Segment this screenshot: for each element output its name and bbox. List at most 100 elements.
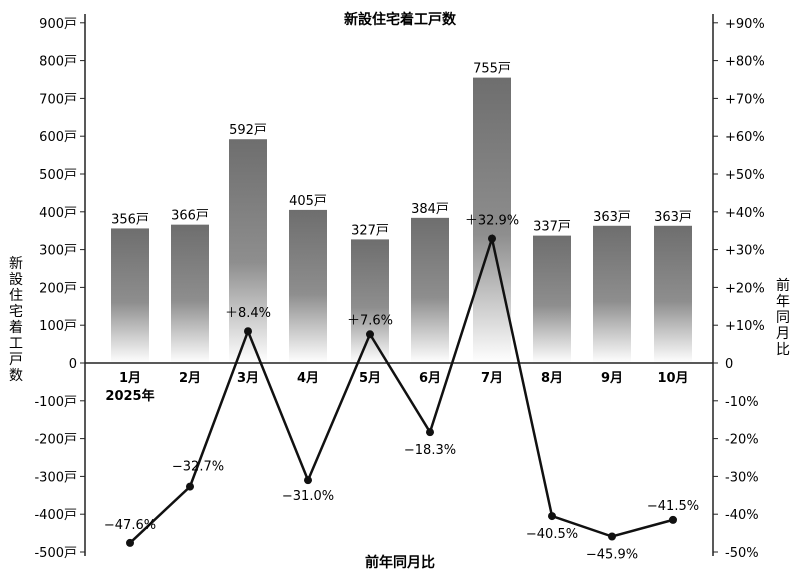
axis-label-char: 宅 <box>9 304 23 320</box>
y-axis-label-left: 新設住宅着工戸数 <box>9 256 23 384</box>
x-tick-label: 8月 <box>541 371 563 386</box>
bar-value-label: 592戸 <box>229 123 267 138</box>
x-tick-label: 2月 <box>179 371 201 386</box>
yoy-point <box>244 327 252 336</box>
x-year-label: 2025年 <box>105 388 154 404</box>
yoy-point <box>669 515 677 524</box>
y-tick-label-left: 300戸 <box>39 244 77 259</box>
bar-value-label: 327戸 <box>351 223 389 238</box>
axis-label-char: 同 <box>776 310 790 326</box>
yoy-value-label: −18.3% <box>404 443 456 458</box>
y-tick-label-left: 800戸 <box>39 55 77 70</box>
y-tick-label-right: +80% <box>725 55 765 70</box>
bar-5月 <box>351 239 389 363</box>
x-tick-label: 10月 <box>657 371 688 386</box>
bar-10月 <box>654 225 692 363</box>
yoy-point <box>608 532 616 541</box>
y-tick-label-left: 600戸 <box>39 130 77 145</box>
y-tick-label-right: -20% <box>725 433 759 448</box>
yoy-value-label: −47.6% <box>104 518 156 533</box>
yoy-value-label: −31.0% <box>282 489 334 504</box>
yoy-point <box>186 482 194 491</box>
bar-value-label: 363戸 <box>654 210 692 225</box>
x-tick-label: 6月 <box>419 371 441 386</box>
axis-label-char: 前 <box>776 277 790 294</box>
bar-9月 <box>593 225 631 363</box>
yoy-point <box>426 428 434 437</box>
axis-label-char: 比 <box>776 342 790 358</box>
y-tick-label-right: +70% <box>725 92 765 107</box>
bar-2月 <box>171 224 209 363</box>
y-tick-label-left: -100戸 <box>34 395 77 410</box>
y-tick-label-left: -200戸 <box>34 433 77 448</box>
bar-3月 <box>229 139 267 363</box>
yoy-value-label: ＋32.9% <box>465 214 519 229</box>
yoy-point <box>488 234 496 243</box>
y-tick-label-right: 0 <box>725 357 733 372</box>
x-tick-label: 3月 <box>237 371 259 386</box>
y-tick-label-left: 700戸 <box>39 92 77 107</box>
y-tick-label-right: +30% <box>725 244 765 259</box>
axis-label-char: 年 <box>776 294 790 310</box>
axis-label-char: 戸 <box>9 352 23 368</box>
y-tick-label-left: 200戸 <box>39 281 77 296</box>
x-tick-label: 4月 <box>297 371 319 386</box>
y-tick-label-right: -10% <box>725 395 759 410</box>
y-tick-label-left: 500戸 <box>39 168 77 183</box>
yoy-value-label: ＋8.4% <box>225 306 271 321</box>
line-legend-label: 前年同月比 <box>365 554 435 571</box>
axis-label-char: 新 <box>9 256 23 272</box>
x-tick-label: 9月 <box>601 371 623 386</box>
y-tick-label-right: +90% <box>725 17 765 32</box>
axis-label-char: 工 <box>9 336 23 352</box>
y-tick-label-left: 100戸 <box>39 319 77 334</box>
y-axis-label-right: 前年同月比 <box>776 277 790 358</box>
bar-value-label: 363戸 <box>593 210 631 225</box>
axis-label-char: 着 <box>9 320 23 336</box>
bar-6月 <box>411 217 449 363</box>
y-tick-label-left: 0 <box>69 357 77 372</box>
yoy-point <box>366 330 374 339</box>
axis-label-char: 月 <box>776 326 790 342</box>
y-tick-label-right: +40% <box>725 206 765 221</box>
y-tick-label-right: +20% <box>725 281 765 296</box>
yoy-value-label: −40.5% <box>526 527 578 542</box>
yoy-point <box>126 538 134 547</box>
y-tick-label-right: -50% <box>725 546 759 561</box>
axis-label-char: 設 <box>9 272 23 288</box>
yoy-value-label: −45.9% <box>586 548 638 563</box>
yoy-value-label: −41.5% <box>647 499 699 514</box>
y-tick-label-right: +50% <box>725 168 765 183</box>
yoy-value-label: −32.7% <box>172 460 224 475</box>
y-tick-label-right: -30% <box>725 470 759 485</box>
y-tick-label-left: -300戸 <box>34 470 77 485</box>
x-tick-label: 1月 <box>119 371 141 386</box>
yoy-point <box>304 476 312 485</box>
y-tick-label-right: +10% <box>725 319 765 334</box>
bar-7月 <box>473 77 511 364</box>
bar-4月 <box>289 209 327 363</box>
y-tick-label-right: +60% <box>725 130 765 145</box>
yoy-line <box>129 233 674 544</box>
y-tick-label-left: -500戸 <box>34 546 77 561</box>
bar-value-label: 384戸 <box>411 202 449 217</box>
bar-1月 <box>111 228 149 363</box>
axis-label-char: 住 <box>9 288 23 304</box>
chart-title: 新設住宅着工戸数 <box>344 11 457 28</box>
x-tick-label: 5月 <box>359 371 381 386</box>
y-tick-label-right: -40% <box>725 508 759 523</box>
bar-value-label: 366戸 <box>171 209 209 224</box>
axis-label-char: 数 <box>9 368 23 384</box>
bar-value-label: 755戸 <box>473 62 511 77</box>
bar-value-label: 356戸 <box>111 212 149 227</box>
bar-value-label: 337戸 <box>533 220 571 235</box>
bar-value-label: 405戸 <box>289 194 327 209</box>
y-tick-label-left: 400戸 <box>39 206 77 221</box>
x-tick-label: 7月 <box>481 371 503 386</box>
y-tick-label-left: 900戸 <box>39 17 77 32</box>
bar-8月 <box>533 235 571 363</box>
yoy-value-label: ＋7.6% <box>347 313 393 328</box>
y-tick-label-left: -400戸 <box>34 508 77 523</box>
